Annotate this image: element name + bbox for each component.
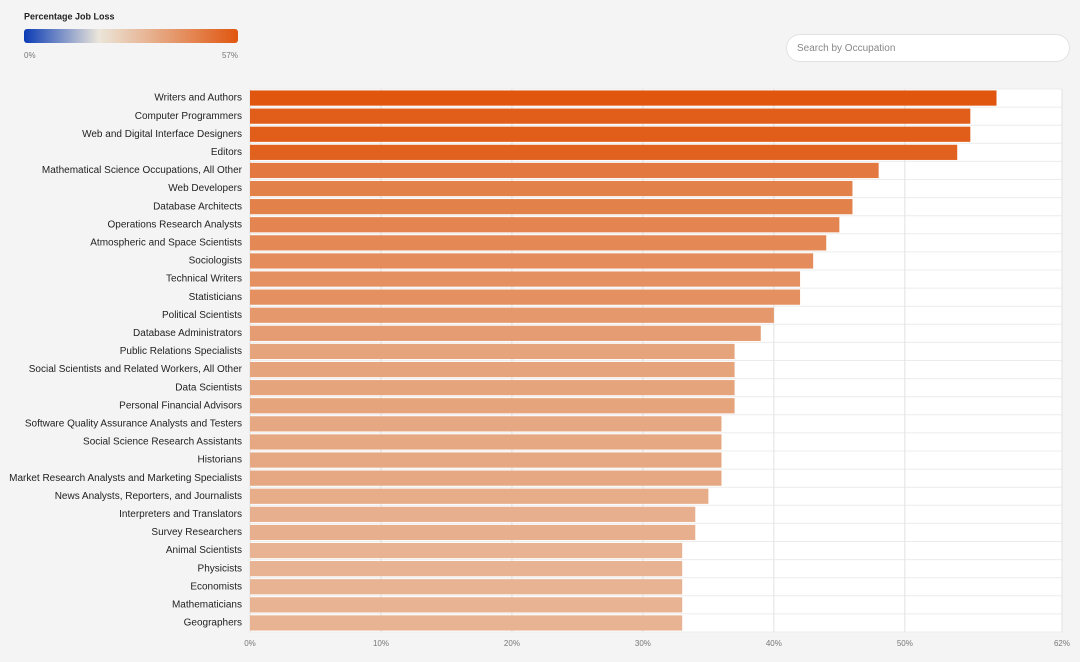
- y-tick-label: Operations Research Analysts: [107, 219, 242, 230]
- bar: [250, 398, 735, 414]
- y-tick-label: Technical Writers: [166, 274, 242, 285]
- y-tick-label: Social Scientists and Related Workers, A…: [29, 364, 243, 375]
- y-tick-label: Mathematical Science Occupations, All Ot…: [42, 165, 243, 176]
- bar: [250, 488, 709, 504]
- bar: [250, 343, 735, 360]
- y-tick-label: Editors: [211, 147, 242, 158]
- y-tick-label: News Analysts, Reporters, and Journalist…: [55, 491, 242, 502]
- y-tick-label: Mathematicians: [172, 599, 242, 610]
- bar: [250, 561, 683, 577]
- y-tick-label: Survey Researchers: [151, 527, 242, 538]
- y-tick-label: Public Relations Specialists: [120, 346, 242, 357]
- x-tick-label: 40%: [766, 639, 782, 648]
- bar: [250, 325, 761, 341]
- bar: [250, 452, 722, 468]
- search-input[interactable]: [786, 34, 1070, 62]
- y-tick-label: Animal Scientists: [166, 545, 242, 556]
- y-tick-label: Geographers: [184, 618, 242, 629]
- y-tick-label: Database Administrators: [133, 328, 242, 339]
- y-tick-label: Statisticians: [189, 292, 242, 303]
- y-tick-label: Social Science Research Assistants: [83, 437, 242, 448]
- y-tick-label: Writers and Authors: [154, 93, 242, 104]
- y-tick-label: Web Developers: [168, 183, 242, 194]
- y-tick-label: Sociologists: [189, 256, 242, 267]
- bar: [250, 361, 735, 378]
- bar: [250, 506, 696, 522]
- bar: [250, 434, 722, 450]
- x-tick-label: 0%: [244, 639, 256, 648]
- x-tick-label: 10%: [373, 639, 389, 648]
- bar: [250, 579, 683, 595]
- legend-title: Percentage Job Loss: [24, 11, 115, 21]
- y-tick-label: Market Research Analysts and Marketing S…: [9, 473, 242, 484]
- y-tick-label: Political Scientists: [162, 310, 242, 321]
- bar: [250, 416, 722, 432]
- bar: [250, 108, 971, 124]
- y-tick-label: Historians: [198, 455, 242, 466]
- y-tick-label: Web and Digital Interface Designers: [82, 129, 242, 140]
- legend-colorbar: [24, 29, 238, 43]
- y-tick-label: Data Scientists: [175, 382, 242, 393]
- bar: [250, 271, 801, 287]
- y-tick-label: Physicists: [198, 563, 242, 574]
- bar: [250, 199, 853, 215]
- bar: [250, 217, 840, 233]
- legend-tick-label: 57%: [222, 51, 238, 60]
- y-tick-label: Database Architects: [153, 201, 242, 212]
- bar: [250, 470, 722, 486]
- bar: [250, 90, 997, 106]
- y-tick-label: Software Quality Assurance Analysts and …: [25, 418, 242, 429]
- bar: [250, 235, 827, 251]
- x-tick-label: 62%: [1054, 639, 1070, 648]
- x-tick-label: 50%: [897, 639, 913, 648]
- y-tick-label: Atmospheric and Space Scientists: [90, 237, 242, 248]
- y-tick-label: Computer Programmers: [135, 111, 242, 122]
- bar: [250, 126, 971, 142]
- bar: [250, 380, 735, 396]
- bar: [250, 253, 814, 269]
- bar: [250, 524, 696, 541]
- bar: [250, 615, 683, 631]
- bar: [250, 597, 683, 613]
- y-tick-label: Interpreters and Translators: [119, 509, 242, 520]
- bar: [250, 144, 958, 160]
- bar: [250, 307, 774, 323]
- bar: [250, 180, 853, 197]
- y-tick-label: Personal Financial Advisors: [119, 400, 242, 411]
- bar: [250, 289, 801, 305]
- bar: [250, 162, 879, 179]
- y-tick-label: Economists: [190, 581, 242, 592]
- x-tick-label: 20%: [504, 639, 520, 648]
- legend-tick-label: 0%: [24, 51, 36, 60]
- x-tick-label: 30%: [635, 639, 651, 648]
- bar: [250, 542, 683, 559]
